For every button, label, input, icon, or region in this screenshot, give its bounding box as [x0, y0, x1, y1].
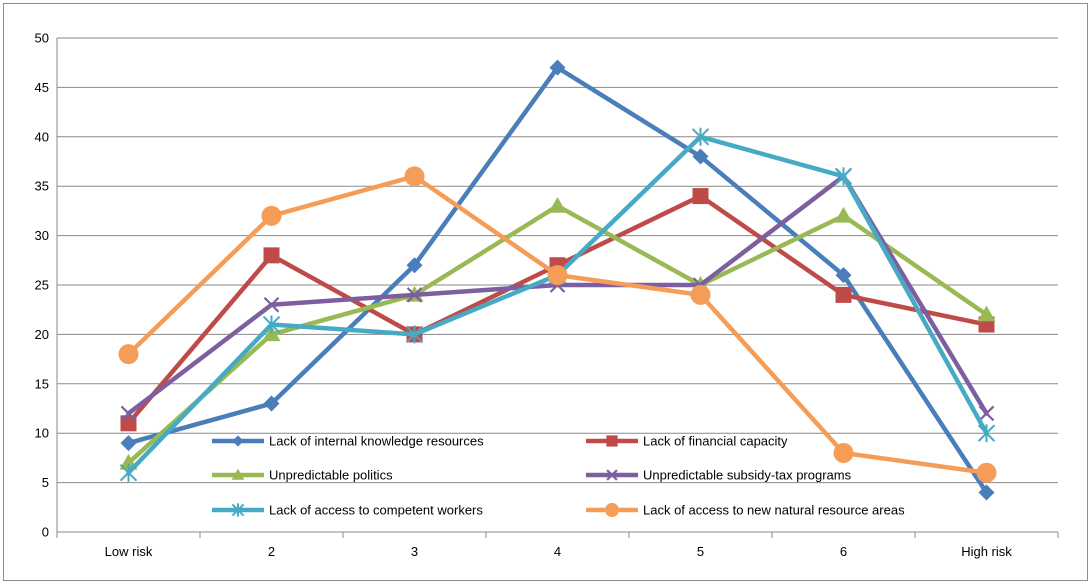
- data-point: [834, 167, 853, 186]
- y-tick-label: 10: [35, 426, 49, 441]
- legend: Lack of internal knowledge resources Lack…: [212, 434, 905, 518]
- data-point: [692, 148, 709, 165]
- data-point: [690, 284, 711, 305]
- data-point: [692, 188, 709, 205]
- data-point: [976, 462, 997, 483]
- data-point: [405, 325, 424, 344]
- x-tick-label: 5: [697, 544, 704, 559]
- data-point: [118, 344, 139, 365]
- y-tick-label: 40: [35, 129, 49, 144]
- data-point: [549, 59, 566, 76]
- data-point: [548, 196, 567, 213]
- x-tick-label: 4: [554, 544, 561, 559]
- legend-swatch-marker: [232, 435, 244, 447]
- legend-item: Lack of financial capacity: [586, 434, 788, 449]
- data-point: [835, 286, 852, 303]
- y-tick-label: 30: [35, 228, 49, 243]
- x-tick-label: Low risk: [105, 544, 153, 559]
- data-point: [263, 247, 280, 264]
- series-6: [118, 166, 997, 483]
- data-point: [406, 257, 423, 274]
- data-point: [833, 442, 854, 463]
- x-tick-label: 6: [840, 544, 847, 559]
- gridlines: [57, 37, 1058, 484]
- legend-label: Lack of access to new natural resource a…: [643, 503, 905, 518]
- series-line: [126, 174, 989, 475]
- legend-swatch-marker: [605, 503, 619, 517]
- legend-swatch-marker: [606, 469, 618, 481]
- legend-swatch-marker: [231, 468, 245, 480]
- legend-label: Lack of internal knowledge resources: [269, 434, 484, 449]
- data-point: [404, 166, 425, 187]
- data-point: [977, 424, 996, 443]
- x-tick-label: 2: [268, 544, 275, 559]
- data-point: [261, 205, 282, 226]
- data-point: [120, 415, 137, 432]
- legend-label: Lack of financial capacity: [643, 434, 788, 449]
- x-tick-label: High risk: [961, 544, 1012, 559]
- data-point: [120, 405, 137, 422]
- data-point: [547, 265, 568, 286]
- legend-swatch-marker: [606, 435, 618, 447]
- legend-label: Lack of access to competent workers: [269, 503, 483, 518]
- data-point: [978, 405, 995, 422]
- series-line: [126, 134, 989, 475]
- legend-item: Lack of access to competent workers: [212, 503, 483, 518]
- series-layer: [118, 59, 997, 501]
- legend-label: Unpredictable politics: [269, 468, 393, 483]
- data-point: [406, 287, 423, 303]
- legend-label: Unpredictable subsidy-tax programs: [643, 468, 852, 483]
- legend-item: Lack of internal knowledge resources: [212, 434, 484, 449]
- data-point: [263, 296, 280, 313]
- data-point: [691, 127, 710, 146]
- y-tick-label: 50: [35, 31, 49, 46]
- legend-swatch-marker: [231, 503, 245, 517]
- data-point: [120, 435, 137, 452]
- data-point: [263, 395, 280, 412]
- y-tick-label: 0: [42, 525, 49, 540]
- legend-item: Lack of access to new natural resource a…: [586, 503, 905, 518]
- y-tick-label: 5: [42, 475, 49, 490]
- y-tick-label: 15: [35, 376, 49, 391]
- y-tick-label: 25: [35, 278, 49, 293]
- data-point: [835, 267, 852, 284]
- data-point: [119, 463, 138, 482]
- data-point: [977, 305, 996, 322]
- x-tick-label: 3: [411, 544, 418, 559]
- series-1: [120, 59, 995, 501]
- y-tick-label: 20: [35, 327, 49, 342]
- legend-item: Unpredictable subsidy-tax programs: [586, 468, 852, 483]
- data-point: [978, 484, 995, 501]
- legend-item: Unpredictable politics: [212, 468, 393, 483]
- series-2: [120, 188, 995, 432]
- data-point: [834, 206, 853, 223]
- y-tick-label: 45: [35, 80, 49, 95]
- y-tick-label: 35: [35, 179, 49, 194]
- data-point: [262, 315, 281, 334]
